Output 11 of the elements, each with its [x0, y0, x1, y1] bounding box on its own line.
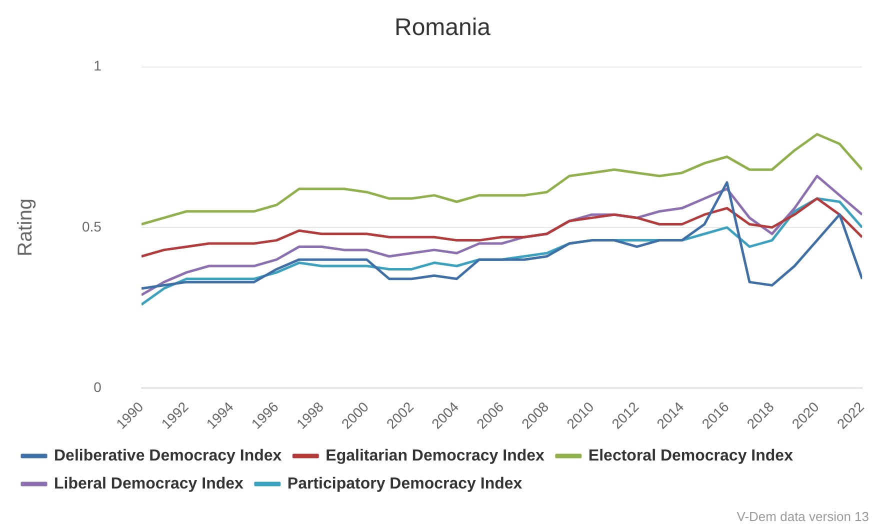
y-tick-label: 0.5: [82, 218, 102, 234]
y-tick-label: 0: [94, 378, 102, 395]
text: V-Dem data version 13: [736, 509, 869, 524]
legend-label: Egalitarian Democracy Index: [326, 447, 545, 464]
legend-label: Electoral Democracy Index: [588, 447, 794, 464]
legend-label: Liberal Democracy Index: [54, 475, 244, 492]
y-axis-title: Rating: [14, 198, 37, 256]
legend-label: Deliberative Democracy Index: [54, 447, 282, 464]
y-tick-label: 1: [94, 58, 102, 74]
legend-label: Participatory Democracy Index: [287, 475, 522, 492]
chart-title: Romania: [394, 14, 492, 42]
